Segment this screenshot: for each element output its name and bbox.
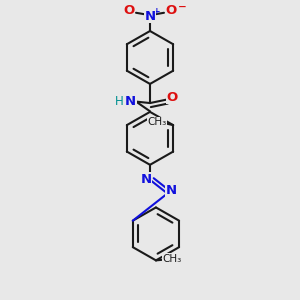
Text: O: O — [165, 4, 176, 17]
Text: −: − — [178, 2, 187, 12]
Text: H: H — [115, 95, 124, 108]
Text: N: N — [125, 95, 136, 108]
Text: +: + — [153, 7, 160, 16]
Text: O: O — [167, 91, 178, 104]
Text: O: O — [124, 4, 135, 17]
Text: CH₃: CH₃ — [147, 117, 167, 127]
Text: N: N — [141, 173, 152, 186]
Text: N: N — [166, 184, 177, 197]
Text: N: N — [144, 10, 156, 23]
Text: CH₃: CH₃ — [163, 254, 182, 264]
